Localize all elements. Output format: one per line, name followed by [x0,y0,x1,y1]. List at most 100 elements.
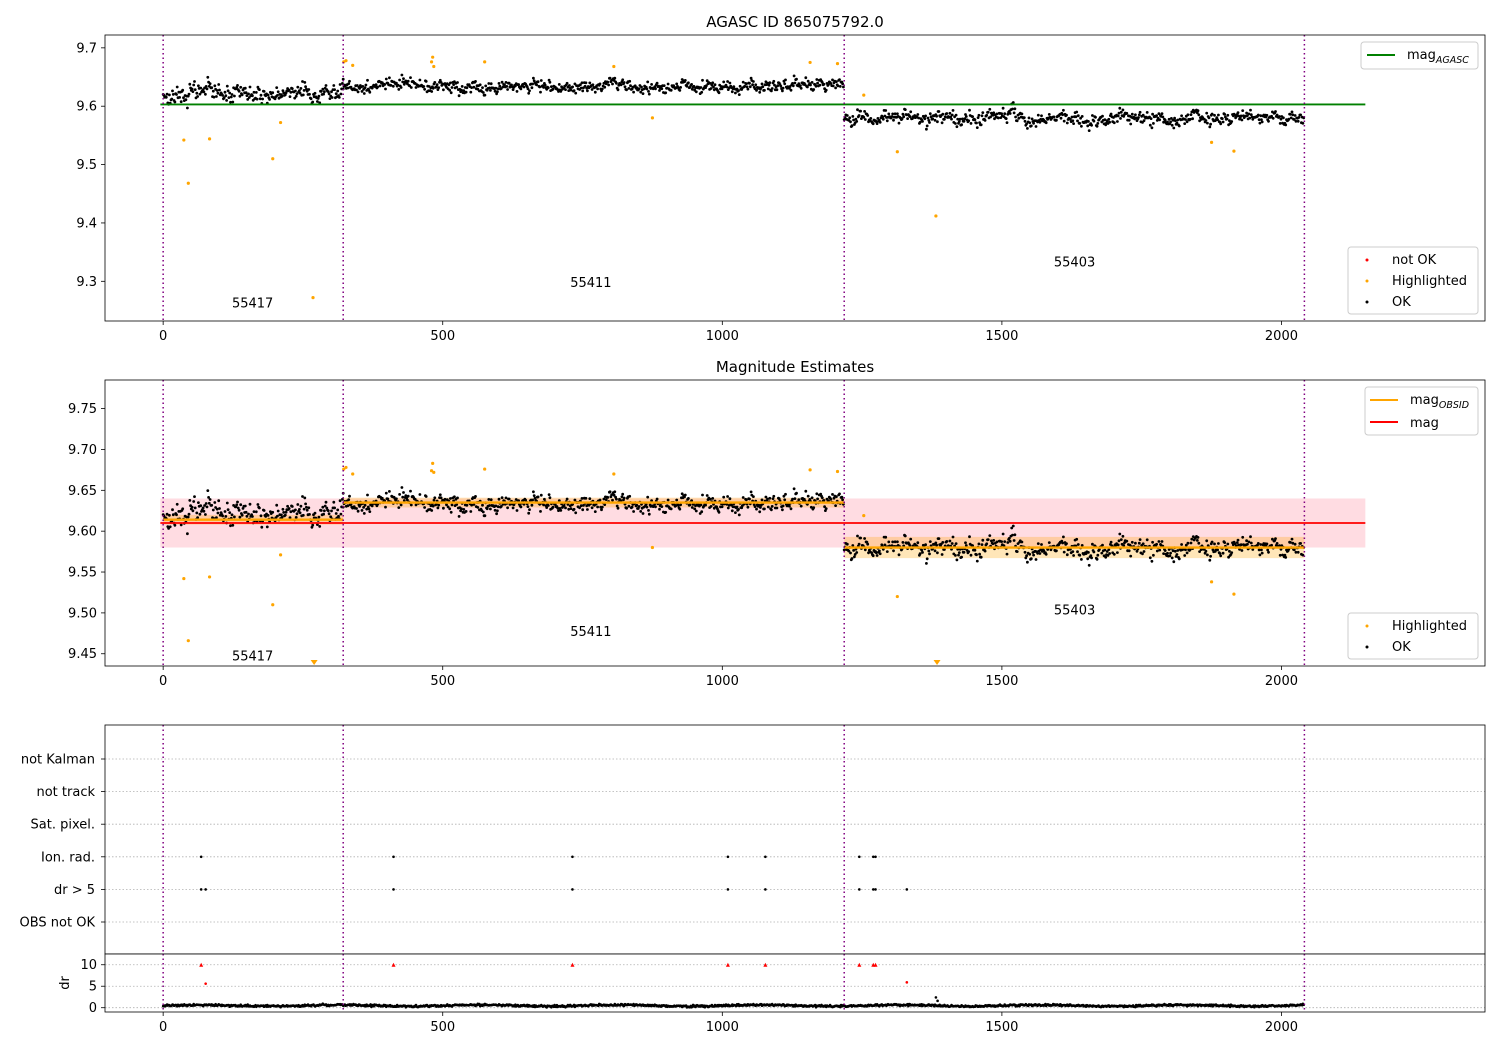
ok-point [195,91,199,95]
ok-point [955,125,959,129]
ok-point [1125,539,1129,543]
ok-point [431,86,435,90]
ok-point [992,539,996,542]
ok-point [483,514,487,518]
legend2-ok-label: OK [1392,640,1411,655]
ok-point [1241,109,1245,112]
ok-point [1173,119,1177,122]
ok-point [1079,116,1082,120]
ok-point [1175,121,1179,125]
ok-point [757,503,761,507]
ok-point [1217,542,1220,545]
ok-point [449,91,453,95]
ok-point [1191,117,1194,121]
highlighted-point [835,469,840,474]
ok-point [539,79,543,82]
ok-point [481,510,485,514]
ok-point [954,113,958,117]
ok-point [316,97,320,100]
ok-point [921,120,924,123]
ok-point [1062,119,1066,123]
ok-point [313,511,317,515]
ok-point [1121,108,1125,112]
ok-point [849,120,852,124]
ok-point [1186,541,1190,545]
ok-point [215,95,218,98]
ok-point [303,81,307,84]
ok-point [487,498,491,501]
ok-point [436,506,440,510]
ok-point [887,112,891,116]
ok-point [1065,542,1068,545]
ok-point [203,504,207,507]
ok-point [647,92,651,96]
ok-point [299,504,303,508]
flag-point [858,888,861,891]
ok-point [290,87,294,90]
ok-point [208,82,212,85]
ok-point [1130,112,1134,116]
ok-point [940,553,944,556]
ok-point [845,114,849,117]
ok-point [1040,114,1043,118]
ok-point [924,114,927,118]
ok-point [1259,114,1263,118]
ok-point [526,505,530,508]
ok-point [1032,553,1035,557]
ok-point [1189,541,1193,545]
highlighted-point [650,545,655,550]
x-tick-label: 1500 [985,329,1018,344]
ok-point [812,88,816,91]
ok-point [168,525,172,529]
ok-point [901,112,905,116]
ok-point [598,82,602,86]
ok-point [602,497,606,501]
ok-point [1055,549,1058,553]
ok-point [565,81,569,85]
ok-point [384,491,388,495]
ok-point [892,118,895,122]
ok-point [690,506,694,509]
ok-point [1072,554,1075,557]
ok-point [348,79,351,83]
flag-category-label: dr > 5 [54,883,95,898]
ok-point [1014,115,1017,119]
dr-axis-label: dr [58,976,73,990]
ok-point [289,90,293,94]
ok-point [977,542,981,546]
ok-point [1271,116,1275,120]
ok-point [655,81,659,85]
ok-point [404,494,408,498]
ok-point [531,82,534,86]
ok-point [1137,541,1141,545]
ok-point [851,544,855,547]
ok-point [704,503,707,507]
ok-point [556,506,560,510]
ok-point [1071,119,1075,123]
ok-point [464,90,468,94]
ok-point [763,88,766,92]
ok-point [629,84,632,88]
ok-point [1108,120,1111,124]
ok-point [175,93,178,96]
ok-point [632,510,635,513]
ok-point [296,85,300,89]
ok-point [781,508,784,512]
ok-point [1209,554,1212,558]
ok-point [1239,543,1243,547]
ok-point [446,505,450,509]
ok-point [196,516,200,519]
ok-point [666,498,670,502]
ok-point [448,88,452,92]
ok-point [1275,542,1279,545]
ok-point [547,78,551,82]
ok-point [1249,113,1253,117]
ok-point [1155,549,1159,553]
ok-point [741,80,745,84]
legend-not-ok-label: not OK [1392,253,1437,268]
ok-point [1230,120,1234,123]
ok-point [514,84,517,88]
ok-point [1137,116,1140,119]
ok-point [743,84,747,88]
ok-point [378,84,382,88]
